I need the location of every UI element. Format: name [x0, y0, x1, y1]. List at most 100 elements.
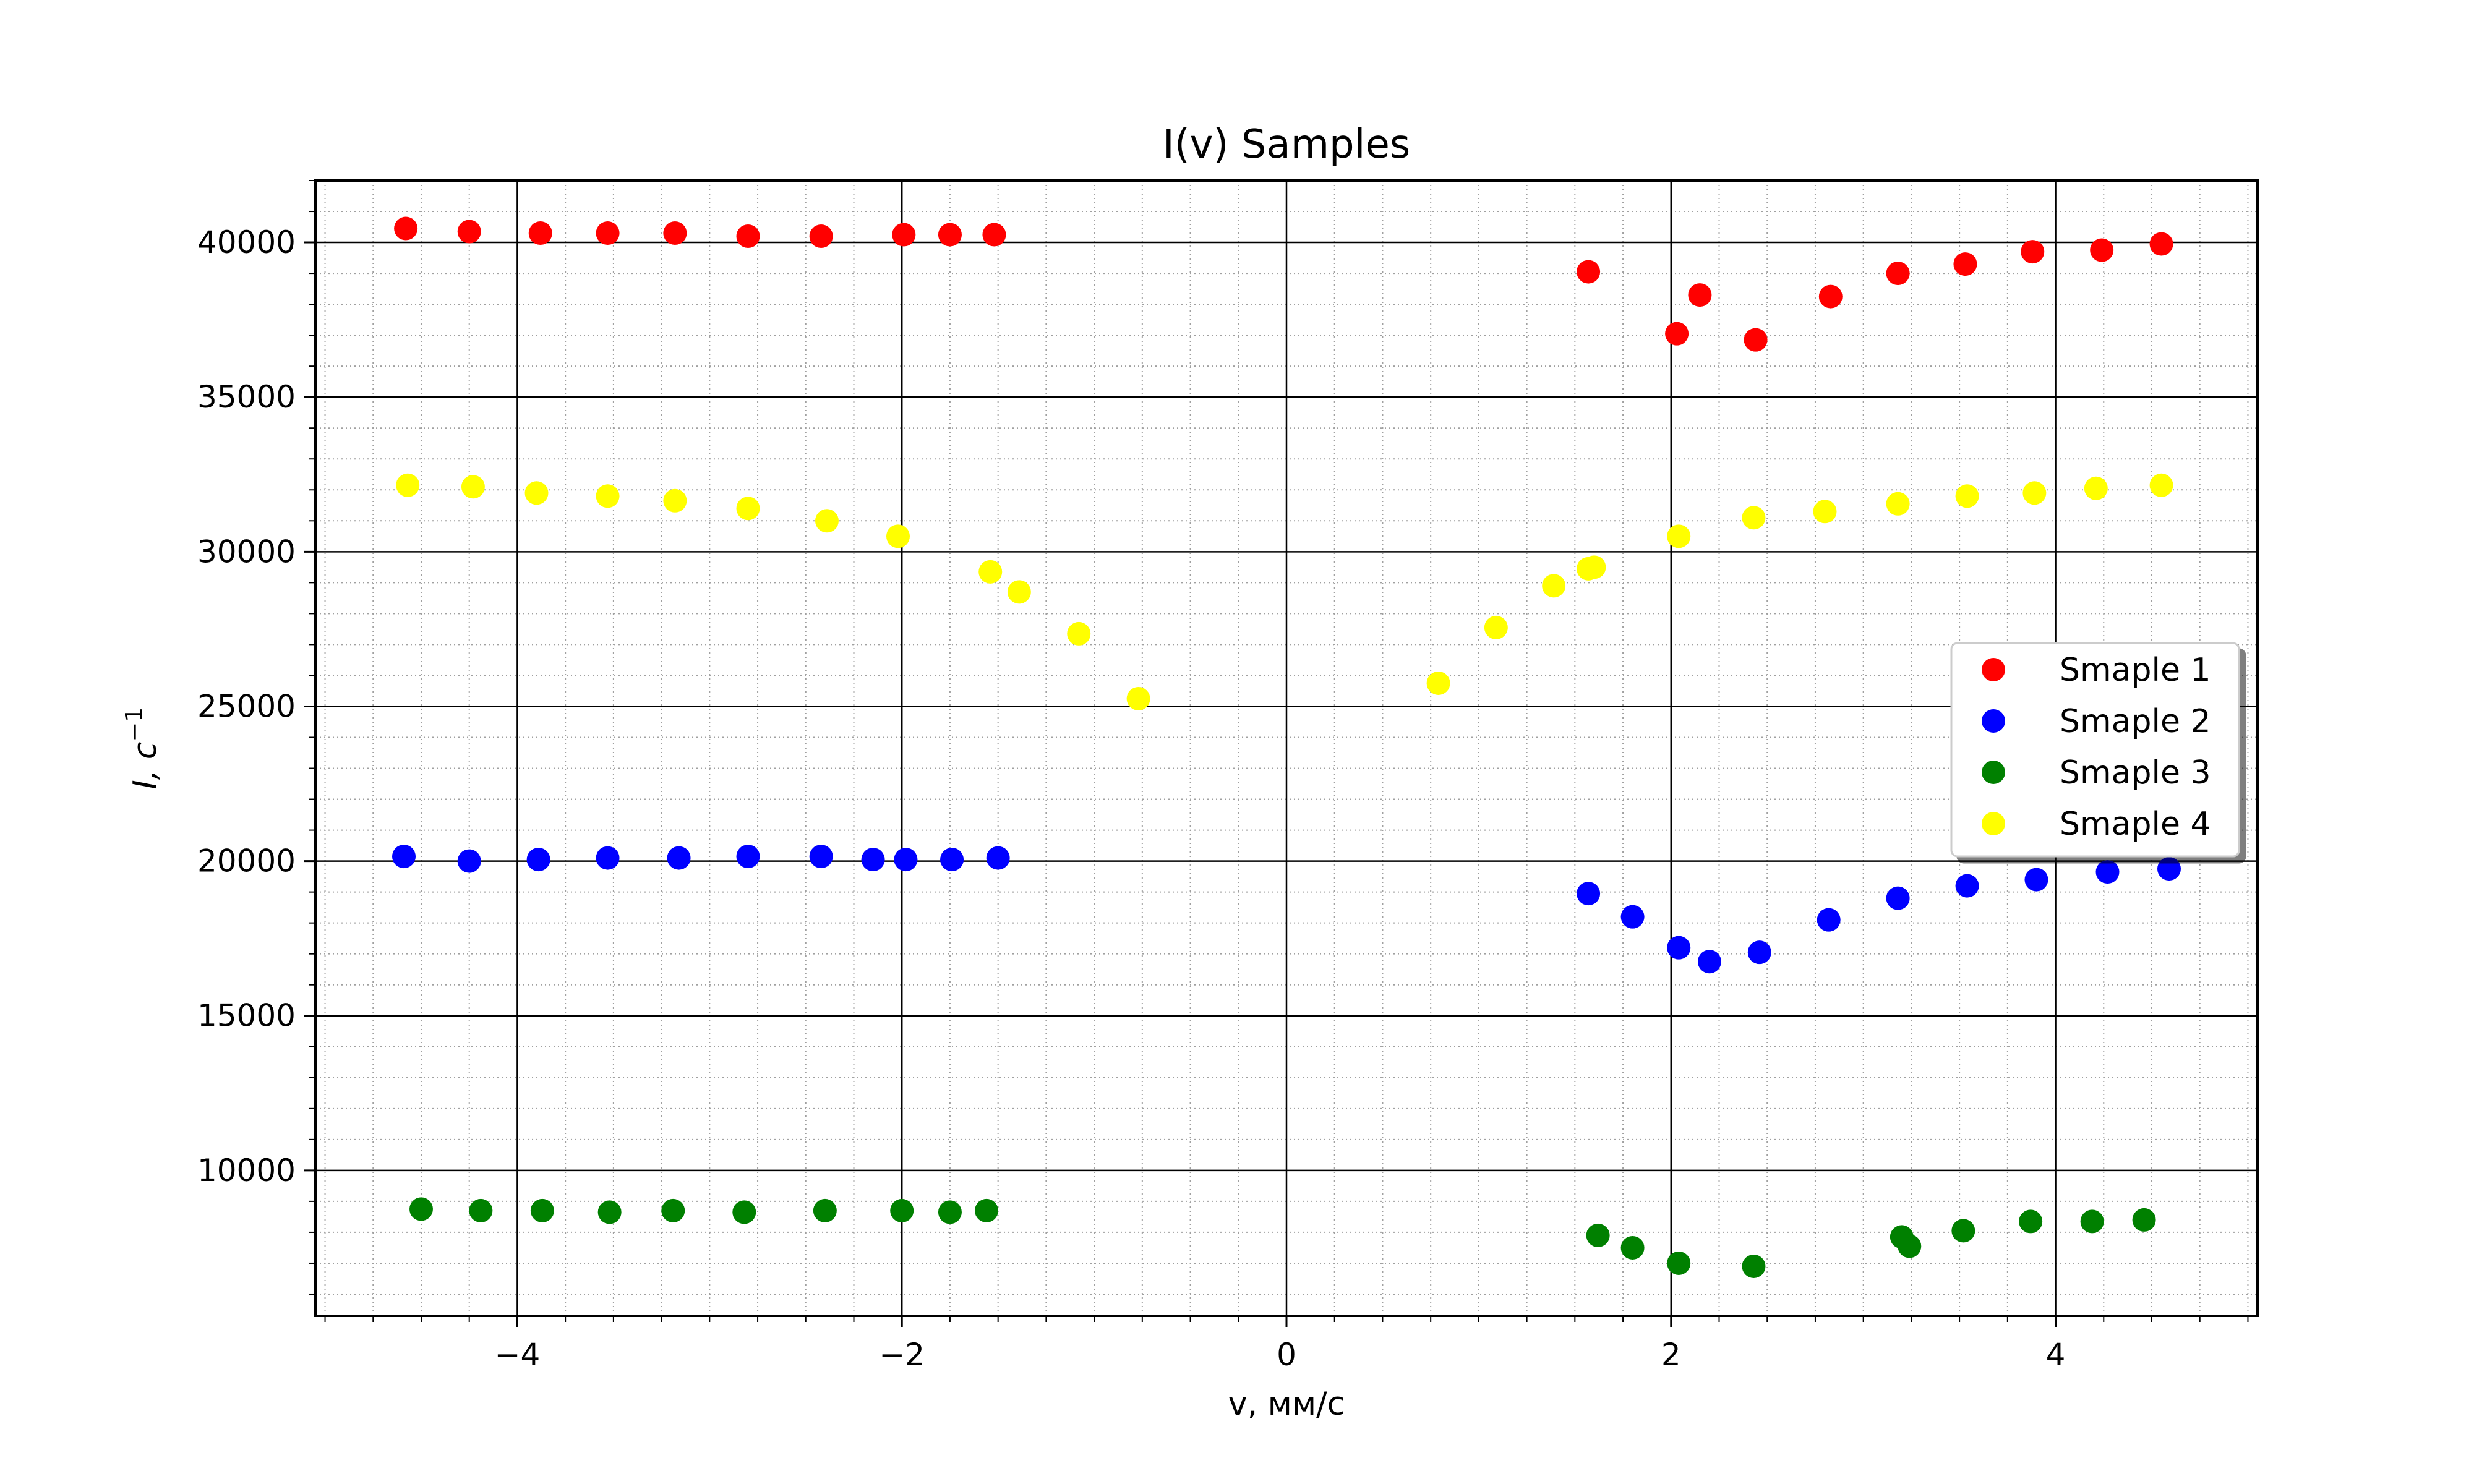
series-2-point [1667, 936, 1691, 960]
series-4-point [736, 497, 760, 521]
series-1-point [809, 224, 833, 249]
series-4-point [2022, 481, 2047, 505]
series-4-point [663, 488, 687, 513]
series-4-point [461, 475, 485, 499]
series-1-point [457, 220, 481, 244]
series-3-point [2132, 1208, 2156, 1232]
series-2-point [809, 845, 833, 869]
series-3-point [890, 1198, 914, 1222]
y-tick-label: 15000 [197, 998, 296, 1034]
series-4-point [2084, 476, 2108, 500]
y-tick-label: 40000 [197, 224, 296, 260]
x-tick-label: −2 [879, 1337, 925, 1373]
series-4-point [1886, 492, 1910, 516]
series-2-point [986, 846, 1010, 870]
series-3-point [1586, 1223, 1610, 1247]
series-4-point [1742, 506, 1766, 530]
y-axis-label: I, c−1 [121, 707, 164, 789]
series-4-point [524, 481, 549, 505]
series-3-point [1667, 1251, 1691, 1275]
series-2-point [861, 848, 885, 872]
series-2-point [596, 846, 620, 870]
y-tick-label: 25000 [197, 688, 296, 724]
series-1-point [2149, 232, 2173, 256]
series-1-point [736, 224, 760, 249]
y-tick-label: 35000 [197, 379, 296, 415]
legend-label-3: Smaple 3 [2060, 754, 2211, 791]
series-1-point [1744, 328, 1768, 352]
series-2-point [736, 845, 760, 869]
series-2-point [392, 845, 416, 869]
series-2-point [1817, 908, 1841, 932]
series-1-point [2021, 240, 2045, 264]
series-3-point [469, 1198, 493, 1222]
series-3-point [813, 1198, 837, 1222]
legend-label-4: Smaple 4 [2060, 806, 2211, 843]
series-2-point [457, 849, 481, 873]
series-1-point [394, 216, 418, 241]
series-4-point [978, 560, 1003, 584]
series-3-point [661, 1198, 685, 1222]
series-3-point [1898, 1234, 1922, 1258]
series-1-point [892, 223, 916, 247]
y-axis-label-exponent: −1 [121, 707, 148, 741]
x-tick-label: 2 [1661, 1337, 1681, 1373]
series-2-point [2157, 857, 2181, 881]
legend-marker-3 [1982, 761, 2005, 784]
series-1-point [938, 223, 962, 247]
x-tick-label: −4 [495, 1337, 541, 1373]
axis-ticks: −4 −2 0 2 4 10000 15000 20000 25000 30000 35000 400… [197, 180, 2249, 1373]
y-axis-label-base: I, c [127, 742, 164, 790]
series-1-point [1818, 284, 1843, 309]
y-tick-label: 10000 [197, 1153, 296, 1188]
series-4-point [1582, 555, 1606, 579]
y-tick-label: 20000 [197, 843, 296, 879]
series-1-point [2090, 238, 2114, 262]
y-tick-label: 30000 [197, 534, 296, 569]
series-2-point [1955, 874, 1979, 898]
series-1-point [1688, 283, 1712, 307]
series-4-point [396, 473, 420, 497]
series-4-point [815, 509, 839, 533]
series-1-point [1953, 252, 1977, 276]
series-4-point [1126, 686, 1150, 710]
series-4-point [1007, 580, 1031, 604]
series-3-point [975, 1198, 999, 1222]
legend-box [1950, 642, 2240, 858]
series-2-point [894, 848, 918, 872]
series-2-point [1577, 882, 1601, 906]
series-3-point [409, 1197, 433, 1221]
legend-marker-2 [1982, 709, 2005, 733]
series-3-point [530, 1198, 554, 1222]
series-1-point [663, 221, 687, 245]
series-3-point [2019, 1209, 2043, 1234]
series-4-point [1955, 484, 1979, 508]
x-axis-label: v, мм/с [1228, 1386, 1345, 1423]
series-3-point [597, 1200, 622, 1224]
series-3-point [938, 1200, 962, 1224]
series-2-point [940, 848, 964, 872]
series-4-point [596, 484, 620, 508]
series-3-point [1742, 1254, 1766, 1278]
series-1-point [1886, 262, 1910, 286]
series-1-point [982, 223, 1006, 247]
series-2-point [1747, 940, 1771, 965]
series-4-point [886, 524, 910, 548]
legend-label-1: Smaple 1 [2060, 652, 2211, 689]
series-1-point [528, 221, 552, 245]
series-1-point [1665, 322, 1689, 346]
series-2-point [667, 846, 691, 870]
series-2-point [1620, 905, 1645, 929]
series-2-point [526, 848, 550, 872]
series-4-point [1484, 615, 1508, 639]
series-1-point [596, 221, 620, 245]
legend-label-2: Smaple 2 [2060, 703, 2211, 740]
series-4-point [1667, 524, 1691, 548]
series-3-point [1951, 1219, 1975, 1243]
series-3-point [1620, 1235, 1645, 1260]
series-2-point [2024, 868, 2048, 892]
legend: Smaple 1 Smaple 2 Smaple 3 Smaple 4 [1950, 642, 2240, 858]
series-2-point [2095, 860, 2120, 884]
series-4-point [1813, 500, 1837, 524]
